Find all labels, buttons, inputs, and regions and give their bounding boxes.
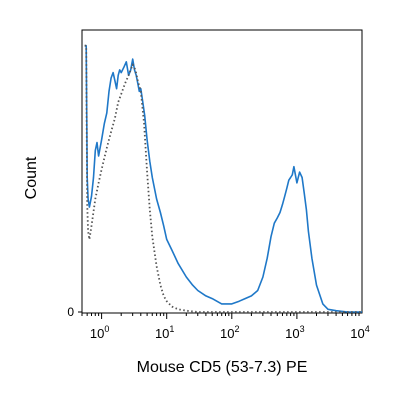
plot-frame: [81, 29, 363, 314]
x-tick-exponent: 1: [169, 324, 174, 334]
x-tick-exponent: 2: [235, 324, 240, 334]
x-axis: 100 101 102 103 104: [81, 313, 370, 341]
y-axis-title: Count: [23, 156, 40, 199]
x-tick-label: 102: [220, 324, 239, 341]
x-tick-exponent: 0: [104, 324, 109, 334]
x-tick-base: 10: [350, 326, 364, 341]
x-tick-exponent: 3: [300, 324, 305, 334]
series-group: [84, 44, 362, 313]
x-tick-exponent: 4: [365, 324, 370, 334]
x-tick-label: 101: [155, 324, 174, 341]
x-tick-base: 10: [155, 326, 169, 341]
stained-sample-line: [84, 44, 362, 313]
x-axis-title: Mouse CD5 (53-7.3) PE: [137, 359, 308, 376]
x-tick-label: 100: [90, 324, 109, 341]
x-tick-base: 10: [285, 326, 299, 341]
isotype-control-line: [84, 44, 362, 313]
x-tick-base: 10: [90, 326, 104, 341]
x-tick-base: 10: [220, 326, 234, 341]
y-axis: 0: [67, 305, 82, 319]
y-tick-label: 0: [67, 305, 74, 319]
x-tick-label: 103: [285, 324, 304, 341]
x-tick-label: 104: [350, 324, 369, 341]
